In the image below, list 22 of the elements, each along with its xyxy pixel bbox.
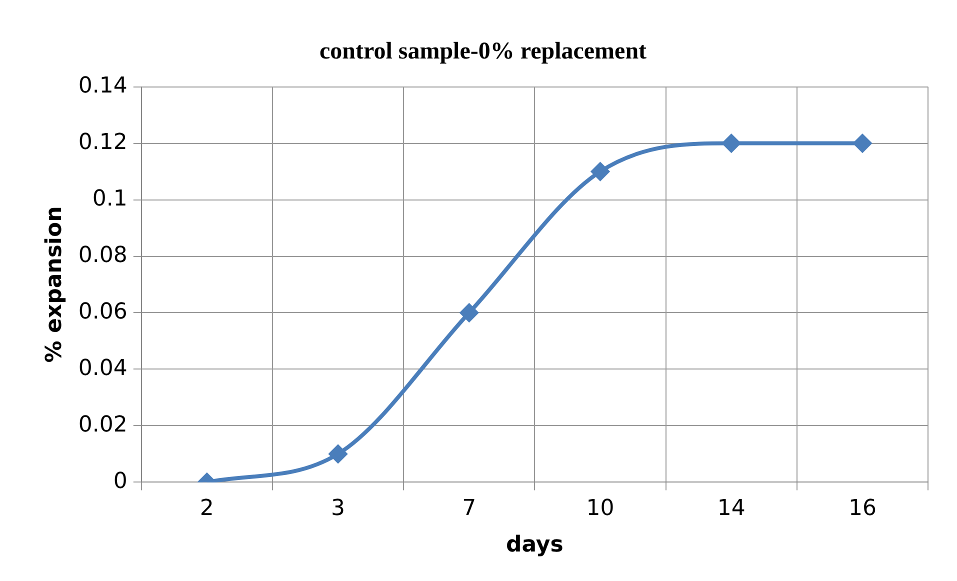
point	[329, 444, 348, 463]
y-tick-label: 0.04	[78, 356, 128, 381]
x-tick-label: 3	[331, 496, 346, 522]
point	[460, 304, 478, 322]
point	[722, 134, 740, 152]
y-tick-label: 0.14	[78, 74, 128, 99]
x-tick-label: 7	[462, 496, 476, 522]
point	[591, 162, 610, 181]
chart-title: control sample-0% replacement	[319, 38, 647, 65]
y-tick-label: 0.12	[78, 130, 128, 156]
x-tick-label: 14	[717, 496, 746, 522]
y-tick-label: 0.08	[78, 242, 128, 268]
point	[853, 134, 872, 152]
y-tick-label: 0.1	[92, 186, 128, 212]
y-axis-title: % expansion	[42, 206, 67, 363]
y-tick-label: 0.06	[78, 299, 128, 324]
x-tick-label: 2	[200, 496, 214, 522]
x-tick-label: 16	[848, 496, 876, 522]
x-tick-label: 10	[586, 496, 614, 522]
x-axis-title: days	[506, 532, 564, 558]
y-tick-label: 0	[113, 468, 128, 494]
y-tick-label: 0.02	[78, 412, 128, 438]
